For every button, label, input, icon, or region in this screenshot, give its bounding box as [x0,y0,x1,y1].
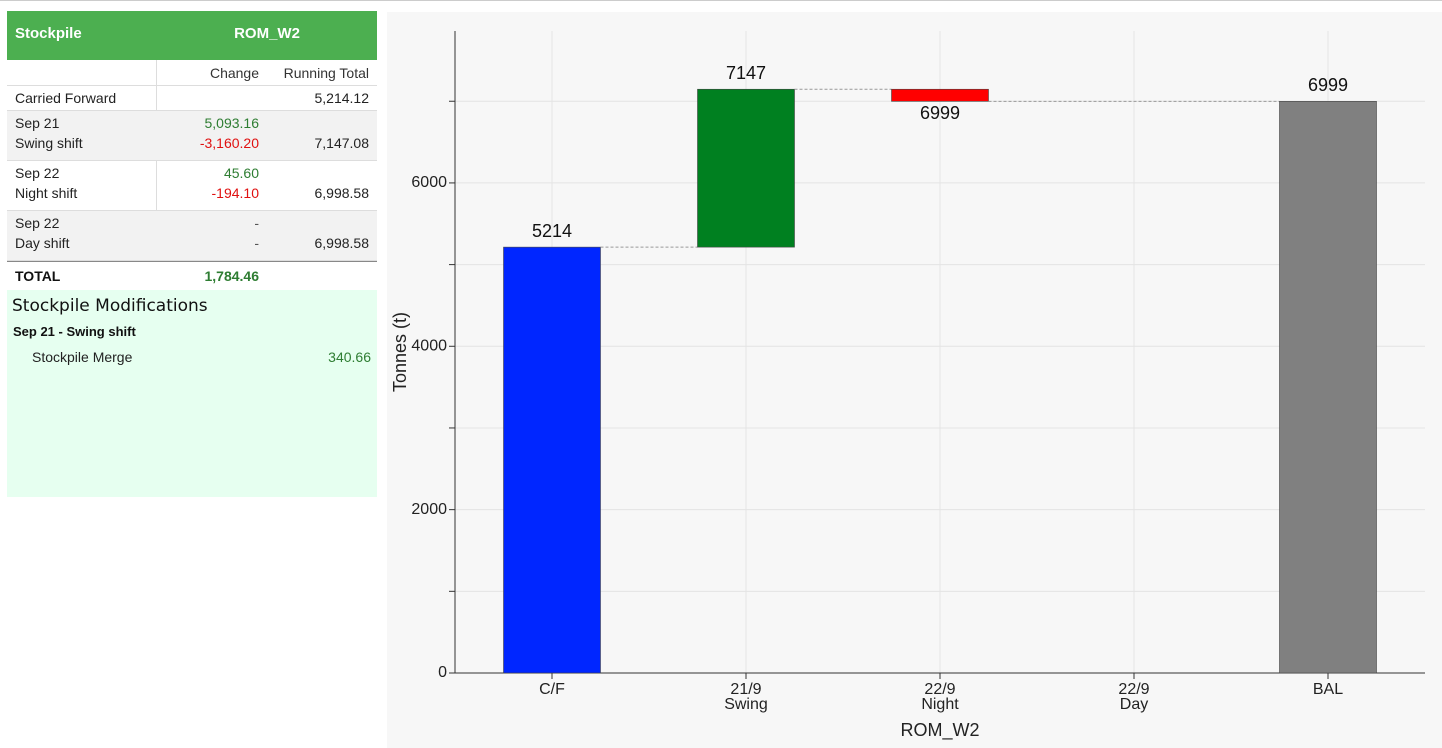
header-value: ROM_W2 [234,25,300,42]
row-label: Sep 22 [15,215,60,231]
change-value: 45.60 [223,165,259,181]
row-label: Night shift [15,185,78,201]
table-header [7,11,377,60]
modifications-box [7,290,377,497]
running-total: 6,998.58 [314,235,370,251]
row-label: Sep 21 [15,115,60,131]
value-label: 5214 [532,221,572,241]
x-tick-label: C/F [539,681,565,698]
modification-heading: Sep 21 - Swing shift [13,324,136,339]
change-value: 5,093.16 [204,115,260,131]
running-total: 6,998.58 [314,185,370,201]
row-border [7,160,377,161]
column-header: Running Total [283,65,369,81]
row-label: Carried Forward [15,90,117,106]
header-label: Stockpile [15,25,82,42]
value-label: 6999 [920,103,960,123]
y-tick-label: 2000 [411,501,447,518]
row-label: Swing shift [15,135,83,151]
x-tick-label: Night [921,696,959,713]
change-value: -3,160.20 [199,135,259,151]
row-border [7,210,377,211]
row-label: Day shift [15,235,70,251]
change-value: -194.10 [211,185,259,201]
x-tick-label: 22/9 [924,681,955,698]
value-label: 6999 [1308,75,1348,95]
running-total: 5,214.12 [314,90,370,106]
row-border [7,110,377,111]
y-tick-label: 6000 [411,174,447,191]
row-border [7,260,377,261]
y-axis-title: Tonnes (t) [390,312,410,392]
top-border [0,0,1442,1]
x-tick-label: Day [1120,696,1148,713]
total-value: 1,784.46 [204,268,260,284]
change-value: - [254,215,259,231]
x-tick-label: BAL [1313,681,1343,698]
row-background [7,111,377,160]
y-tick-label: 4000 [411,338,447,355]
row-border [7,85,377,86]
row-label: Sep 22 [15,165,60,181]
modifications-title: Stockpile Modifications [12,296,208,316]
y-tick-label: 0 [438,664,447,681]
stockpile-panel: Stockpile ROM_W2 Change Running Total Carrie… [7,11,377,497]
value-label: 7147 [726,63,766,83]
row-background [7,211,377,260]
bar [503,246,601,674]
running-total: 7,147.08 [314,135,370,151]
x-tick-label: 22/9 [1118,681,1149,698]
total-label: TOTAL [15,268,61,284]
x-tick-label: Swing [724,696,768,713]
x-tick-label: 21/9 [730,681,761,698]
x-axis-title: ROM_W2 [900,720,979,741]
total-border [7,261,377,262]
bar [1279,101,1377,674]
bar [891,88,989,102]
column-header: Change [209,65,259,81]
modification-item: Stockpile Merge [32,349,133,365]
bar [697,88,795,248]
modification-value: 340.66 [328,349,371,365]
change-value: - [254,235,259,251]
